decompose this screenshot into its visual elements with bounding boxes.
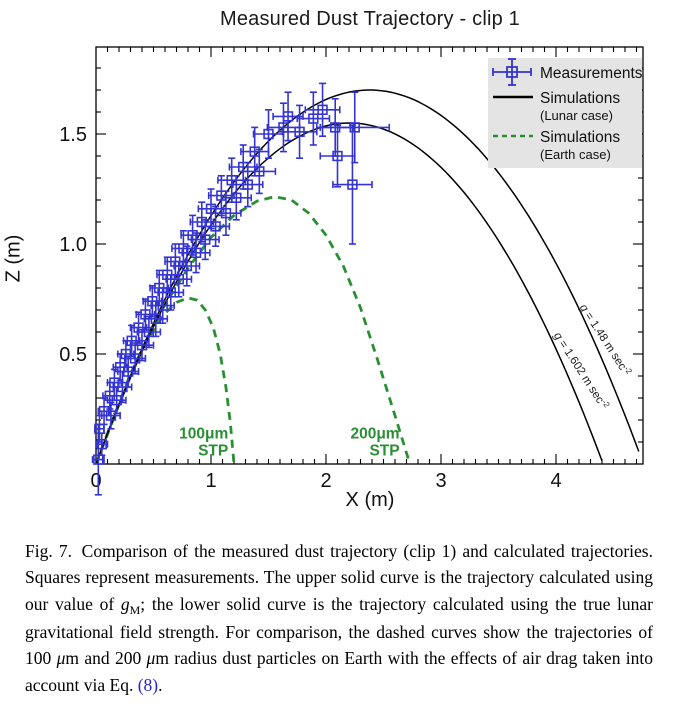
caption-text: μ [146, 648, 156, 669]
x-tick-label: 1 [205, 470, 216, 492]
legend-label: Measurements [540, 65, 643, 82]
measurement-point [332, 124, 373, 245]
measurement-points [91, 82, 391, 496]
measurement-point [149, 269, 170, 307]
tick-labels: 0 1 2 3 4 0.5 1.0 1.5 [59, 124, 561, 492]
y-tick-label: 1.0 [59, 234, 87, 256]
square-marker [143, 326, 155, 338]
measurement-point [319, 124, 356, 188]
caption-text: . [158, 674, 163, 695]
equation-8-link[interactable]: (8) [137, 674, 159, 695]
earth-curve [96, 296, 236, 464]
caption-text: Fig. 7. [25, 541, 73, 561]
caption-text: g [120, 593, 130, 614]
caption-text: μ [56, 648, 66, 669]
y-tick-label: 0.5 [59, 344, 87, 366]
legend-label: Simulations [540, 90, 620, 107]
svg-text:STP: STP [198, 443, 228, 460]
legend-label: Simulations [540, 129, 620, 146]
measurement-point [97, 397, 111, 426]
measurement-point [217, 157, 247, 203]
x-tick-label: 0 [90, 470, 101, 492]
legend-item-measurements: Measurements [492, 58, 643, 86]
legend-sublabel: (Lunar case) [540, 108, 613, 123]
square-marker [105, 410, 117, 421]
y-tick-label: 1.5 [59, 124, 87, 146]
trajectory-plot: 0 1 2 3 40.51.01.5g = 1.48 m sec-2g = 1.602 … [59, 46, 644, 496]
measurement-point [129, 328, 155, 362]
plot-frame [95, 46, 644, 465]
square-marker [308, 113, 319, 124]
square-marker [263, 128, 274, 140]
svg-text:200μm: 200μm [350, 426, 399, 443]
legend-sublabel: (Earth case) [540, 147, 611, 162]
figure-caption: Fig. 7. Comparison of the measured dust t… [25, 538, 653, 698]
square-marker [249, 146, 260, 157]
square-marker [332, 150, 343, 162]
square-marker [506, 66, 518, 78]
square-marker [129, 353, 141, 364]
measurement-point [281, 104, 318, 159]
square-marker [96, 438, 107, 450]
square-marker [294, 126, 305, 138]
measurement-symbol [492, 58, 532, 86]
square-marker [136, 339, 148, 351]
square-marker [349, 122, 360, 133]
measurement-point [240, 126, 270, 177]
svg-text:100μm: 100μm [179, 426, 228, 443]
square-marker [200, 234, 211, 245]
x-axis-label: X (m) [345, 489, 395, 511]
legend-item-earth: Simulations(Earth case) [493, 129, 620, 162]
caption-text: ; the lower solid curve is the trajector… [25, 593, 654, 669]
square-marker [347, 179, 358, 190]
caption-text: m radius dust particles on Earth with th… [25, 648, 654, 695]
axis-ticks [96, 47, 643, 464]
earth-sim-curves [96, 195, 412, 464]
legend-item-lunar: Simulations(Lunar case) [493, 90, 620, 123]
square-marker [317, 104, 328, 116]
svg-text:STP: STP [369, 443, 399, 460]
x-tick-label: 3 [435, 470, 446, 492]
caption-text: M [129, 602, 141, 617]
x-tick-label: 4 [550, 470, 561, 492]
square-marker [282, 111, 294, 122]
measurement-point [94, 414, 105, 443]
x-tick-label: 2 [320, 470, 331, 492]
square-marker [226, 175, 237, 186]
measurement-point [319, 91, 391, 164]
caption-text: m and 200 [65, 648, 147, 669]
measurement-point [296, 91, 331, 146]
chart-title: Measured Dust Trajectory - clip 1 [219, 8, 521, 30]
caption-text: Comparison of the measured dust trajecto… [25, 541, 653, 614]
measurement-point [143, 300, 169, 338]
square-marker [190, 247, 202, 258]
square-marker [150, 313, 161, 324]
square-marker [94, 423, 105, 434]
earth-curve [96, 195, 412, 464]
